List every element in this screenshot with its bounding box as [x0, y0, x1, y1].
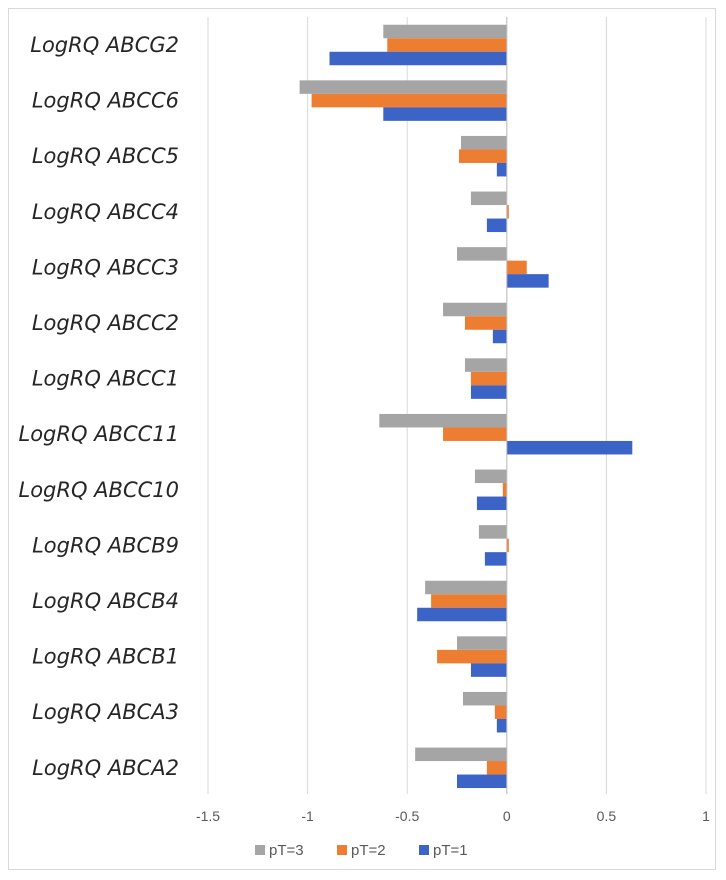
category-label: LogRQ ABCC5	[32, 144, 179, 168]
legend-swatch	[337, 845, 347, 855]
bar-pT3-13	[415, 747, 507, 762]
category-label: LogRQ ABCC6	[32, 89, 179, 113]
category-label: LogRQ ABCB9	[32, 533, 179, 557]
bar-pT1-10	[417, 607, 507, 622]
bars	[299, 24, 633, 789]
bar-pT3-9	[478, 525, 507, 539]
x-tick-label: -1	[301, 808, 314, 824]
bar-pT2-13	[486, 761, 507, 775]
bar-pT2-9	[506, 538, 509, 553]
bar-pT1-5	[492, 329, 507, 344]
legend-label: pT=3	[269, 842, 304, 859]
bar-pT1-4	[506, 274, 549, 288]
bar-pT2-5	[464, 316, 507, 330]
bar-pT2-12	[494, 705, 507, 719]
x-tick-label: 0	[503, 808, 511, 824]
bar-pT2-3	[506, 205, 509, 219]
bar-pT1-12	[496, 718, 507, 733]
bar-pT3-6	[464, 358, 507, 372]
category-label: LogRQ ABCC3	[32, 255, 179, 279]
bar-pT1-8	[476, 496, 507, 511]
category-label: LogRQ ABCG2	[30, 33, 179, 57]
bar-pT3-12	[462, 691, 507, 706]
category-label: LogRQ ABCC4	[32, 200, 179, 224]
category-label: LogRQ ABCA3	[32, 700, 179, 724]
bar-pT2-4	[506, 260, 527, 275]
legend-swatch	[255, 845, 265, 855]
category-label: LogRQ ABCC1	[32, 367, 179, 391]
bar-chart: LogRQ ABCG2 LogRQ ABCC6 LogRQ ABCC5 LogRQ A…	[19, 17, 710, 859]
x-tick-label: -0.5	[395, 808, 419, 824]
x-tick-label: 0.5	[597, 808, 617, 824]
bar-pT3-3	[470, 191, 507, 206]
bar-pT1-1	[383, 107, 507, 121]
bar-pT1-9	[484, 552, 507, 566]
bar-pT2-0	[387, 38, 507, 52]
legend-label: pT=2	[351, 842, 386, 859]
x-tick-labels: -1.5 -1 -0.5 0 0.5 1	[196, 808, 710, 824]
bar-pT3-0	[383, 24, 507, 39]
legend-label: pT=1	[433, 842, 468, 859]
bar-pT1-11	[470, 663, 507, 677]
bar-pT3-8	[474, 469, 507, 484]
x-tick-label: -1.5	[196, 808, 220, 824]
category-label: LogRQ ABCB4	[32, 589, 179, 613]
bar-pT3-7	[379, 413, 507, 428]
bar-pT1-2	[496, 162, 507, 177]
bar-pT1-0	[329, 51, 507, 66]
bar-pT3-5	[443, 302, 507, 317]
bar-pT2-6	[470, 371, 507, 386]
bar-pT3-10	[425, 580, 507, 595]
bar-pT1-6	[470, 385, 507, 399]
legend: pT=3 pT=2 pT=1	[255, 842, 468, 859]
bar-pT2-1	[311, 93, 507, 108]
category-label: LogRQ ABCA2	[32, 756, 179, 780]
category-label: LogRQ ABCC2	[32, 311, 179, 335]
chart-frame: LogRQ ABCG2 LogRQ ABCC6 LogRQ ABCC5 LogRQ A…	[8, 8, 716, 870]
bar-pT2-2	[458, 149, 507, 163]
category-label: LogRQ ABCC11	[19, 422, 180, 446]
bar-pT2-10	[431, 594, 507, 608]
bar-pT3-1	[299, 80, 507, 94]
bar-pT3-4	[457, 247, 507, 261]
bar-pT1-7	[506, 440, 633, 455]
legend-swatch	[419, 845, 429, 855]
category-label: LogRQ ABCC10	[19, 478, 180, 502]
bar-pT3-11	[457, 636, 507, 650]
bar-pT1-13	[457, 774, 507, 789]
bar-pT2-8	[502, 483, 507, 497]
bar-pT2-11	[437, 649, 507, 664]
gridlines	[207, 17, 707, 794]
category-label: LogRQ ABCB1	[32, 645, 179, 669]
x-tick-label: 1	[702, 808, 710, 824]
bar-pT2-7	[443, 427, 507, 441]
category-labels: LogRQ ABCG2 LogRQ ABCC6 LogRQ ABCC5 LogRQ A…	[19, 33, 180, 780]
bar-pT1-3	[486, 218, 507, 233]
bar-pT3-2	[460, 135, 507, 150]
